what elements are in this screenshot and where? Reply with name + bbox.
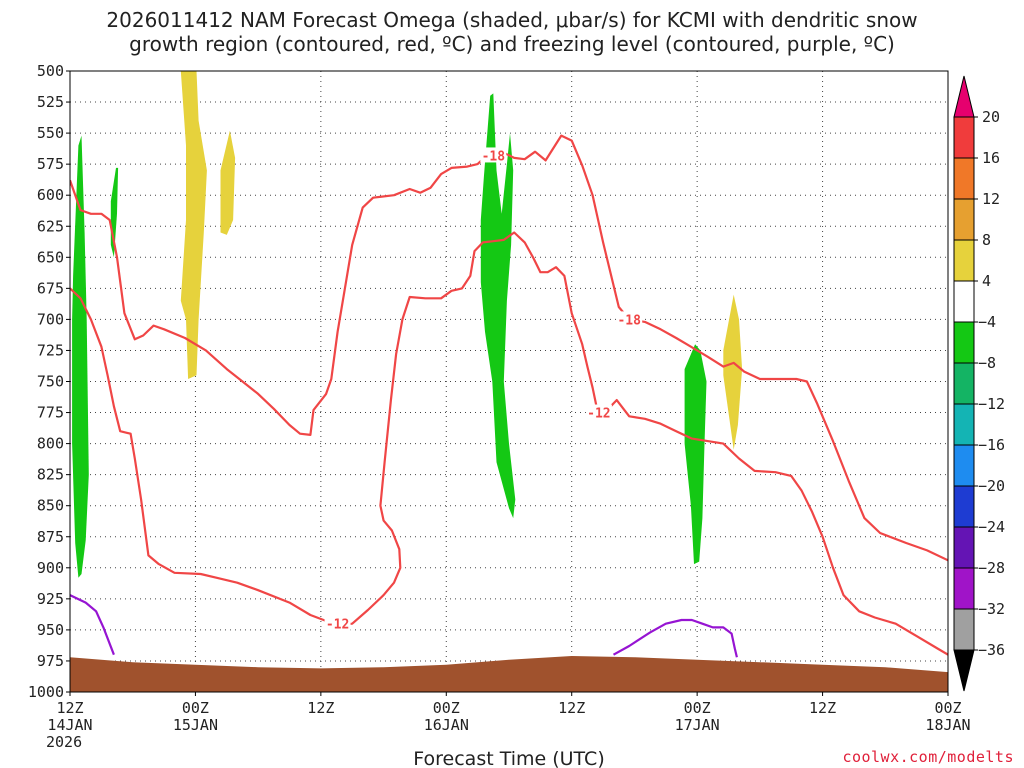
- omega-green-4: [684, 344, 707, 565]
- x-tick-label: 12Z: [558, 699, 585, 717]
- colorbar-label: −8: [978, 354, 996, 372]
- y-tick-label: 825: [37, 466, 64, 484]
- y-tick-label: 975: [37, 652, 64, 670]
- colorbar-label: −16: [978, 436, 1005, 454]
- colorbar-label: 12: [982, 190, 1000, 208]
- colorbar-label: 16: [982, 149, 1000, 167]
- colorbar-bottom-triangle: [953, 649, 975, 692]
- omega-green-1: [72, 135, 89, 578]
- y-tick-label: 650: [37, 248, 64, 266]
- dgz-12-lower: [70, 231, 948, 656]
- chart-title: 2026011412 NAM Forecast Omega (shaded, μ…: [0, 8, 1024, 56]
- colorbar-segment: [953, 239, 975, 282]
- chart-title-line1: 2026011412 NAM Forecast Omega (shaded, μ…: [106, 8, 918, 32]
- x-tick-label: 00Z: [684, 699, 711, 717]
- terrain: [70, 656, 948, 692]
- y-tick-label: 525: [37, 93, 64, 111]
- colorbar-label: −32: [978, 600, 1005, 618]
- colorbar-segment: [953, 403, 975, 446]
- y-tick-label: 800: [37, 435, 64, 453]
- contour-label: -18: [617, 313, 641, 328]
- y-axis: 500 525 550 575 600 625 650 675 700 725 750 775 800 8…: [28, 62, 70, 701]
- colorbar-label: −20: [978, 477, 1005, 495]
- contour-label-bg: [585, 404, 612, 420]
- terrain-fill: [70, 656, 948, 692]
- dgz-12-upper: [70, 134, 948, 562]
- colorbar-label: −12: [978, 395, 1005, 413]
- contour-labels: -18 -18 -12 -12: [324, 147, 643, 633]
- y-tick-label: 675: [37, 279, 64, 297]
- x-tick-label: 15JAN: [173, 716, 218, 734]
- colorbar-segment: [953, 362, 975, 405]
- y-tick-label: 550: [37, 124, 64, 142]
- colorbar-label: 4: [982, 272, 991, 290]
- y-tick-label: 600: [37, 186, 64, 204]
- colorbar-label: −36: [978, 641, 1005, 659]
- omega-yellow-1: [180, 71, 207, 379]
- y-tick-label: 950: [37, 621, 64, 639]
- y-tick-label: 750: [37, 373, 64, 391]
- x-tick-label: 00Z: [182, 699, 209, 717]
- x-tick-label: 17JAN: [675, 716, 720, 734]
- y-tick-label: 500: [37, 62, 64, 80]
- colorbar-segment: [953, 280, 975, 323]
- omega-yellow-2: [220, 130, 236, 235]
- contour-label-bg: [324, 615, 351, 631]
- source-credit: coolwx.com/modelts: [842, 748, 1014, 766]
- x-tick-label: 14JAN: [47, 716, 92, 734]
- colorbar-top-triangle: [953, 75, 975, 118]
- contour-label-bg: [616, 311, 643, 327]
- x-tick-label: 12Z: [56, 699, 83, 717]
- x-tick-label: 12Z: [307, 699, 334, 717]
- x-tick-label: 18JAN: [925, 716, 970, 734]
- omega-yellow-3: [723, 294, 743, 450]
- contour-label: -12: [326, 618, 349, 633]
- omega-shading: [72, 71, 743, 578]
- colorbar-segment: [953, 116, 975, 159]
- freezing-level-2: [612, 618, 738, 658]
- y-tick-label: 925: [37, 590, 64, 608]
- contour-label-bg: [480, 147, 507, 163]
- colorbar-label: −4: [978, 313, 996, 331]
- y-tick-label: 775: [37, 404, 64, 422]
- colorbar-segment: [953, 608, 975, 651]
- colorbar: 20 16 12 8 4 −4 −8 −12 −16 −20 −24 −28 −32 −36: [953, 75, 1005, 692]
- colorbar-label: −28: [978, 559, 1005, 577]
- y-tick-label: 850: [37, 497, 64, 515]
- omega-green-3: [480, 93, 516, 519]
- x-tick-label: 00Z: [433, 699, 460, 717]
- y-tick-label: 900: [37, 559, 64, 577]
- colorbar-segment: [953, 526, 975, 569]
- contour-label: -18: [482, 149, 506, 164]
- y-tick-label: 625: [37, 217, 64, 235]
- x-tick-label: 16JAN: [424, 716, 469, 734]
- colorbar-segment: [953, 567, 975, 610]
- x-tick-label: 12Z: [809, 699, 836, 717]
- colorbar-label: 8: [982, 231, 991, 249]
- y-tick-label: 575: [37, 155, 64, 173]
- colorbar-segment: [953, 485, 975, 528]
- y-tick-label: 725: [37, 341, 64, 359]
- contours: [70, 134, 948, 658]
- contour-label: -12: [587, 407, 610, 422]
- x-axis-title: Forecast Time (UTC): [413, 748, 604, 768]
- x-tick-label: 2026: [46, 733, 82, 751]
- y-tick-label: 875: [37, 528, 64, 546]
- colorbar-segment: [953, 321, 975, 364]
- colorbar-label: −24: [978, 518, 1005, 536]
- freezing-level-1: [70, 594, 115, 656]
- x-tick-label: 00Z: [934, 699, 961, 717]
- chart-title-line2: growth region (contoured, red, ºC) and f…: [129, 32, 895, 56]
- y-tick-label: 700: [37, 310, 64, 328]
- y-tick-label: 1000: [28, 683, 64, 701]
- colorbar-segment: [953, 198, 975, 241]
- colorbar-segment: [953, 444, 975, 487]
- colorbar-segment: [953, 157, 975, 200]
- colorbar-label: 20: [982, 108, 1000, 126]
